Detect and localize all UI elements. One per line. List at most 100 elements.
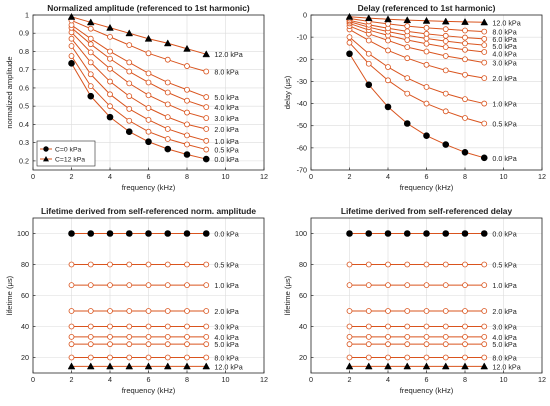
data-point-filled [68,60,75,67]
series-0-5-kPa: 0.5 kPa [346,261,517,270]
data-point [145,105,152,111]
data-point [462,308,468,314]
data-point [462,115,468,121]
data-point [404,323,411,330]
data-point [184,308,190,314]
data-point-triangle [144,34,153,42]
y-tick-label: 0 [303,11,307,20]
data-point [404,44,411,51]
data-point [385,261,391,268]
data-point [184,109,190,116]
series-4-0-kPa: 4.0 kPa [346,333,517,342]
data-point [107,341,113,348]
data-point [423,354,430,361]
x-tick-label: 12 [260,172,268,181]
series-label: 3.0 kPa [492,323,516,332]
y-tick-label: -50 [297,121,307,130]
data-point-triangle [183,44,191,52]
series-label: 2.0 kPa [214,125,238,134]
series-line [349,16,485,23]
data-point [442,323,449,330]
data-point-filled [68,230,75,237]
data-point [462,56,468,63]
data-point-triangle [67,12,76,20]
y-tick-label: 80 [299,260,307,269]
series-label: 3.0 kPa [214,114,238,123]
data-point-filled [384,103,392,111]
data-point [423,24,430,31]
data-point [442,341,449,348]
y-tick-label: -20 [297,55,307,64]
data-point [462,71,468,78]
x-axis-label: frequency (kHz) [122,386,176,395]
series-label: 6.0 kPa [492,35,516,44]
y-tick-label: 100 [295,229,307,238]
data-point-filled [461,148,469,156]
y-tick-label: 60 [299,291,307,300]
data-point [423,341,430,348]
x-tick-label: 0 [31,172,35,181]
data-point [164,282,171,289]
data-point [87,341,94,348]
series-line [71,55,207,151]
data-point [423,84,430,90]
series-line [71,31,207,119]
data-point [442,67,449,74]
y-tick-label: 40 [299,322,307,331]
series-label: 5.0 kPa [492,42,516,51]
y-tick-label: -70 [297,166,307,175]
data-point [126,59,133,66]
data-point [423,261,430,268]
y-tick-label: 0.5 [19,102,29,111]
x-tick-label: 8 [185,172,189,181]
y-tick-label: 80 [21,260,29,269]
y-axis-label: delay (μs) [283,75,292,109]
data-point [423,323,430,330]
data-point-triangle [403,362,412,370]
data-point [481,28,488,35]
data-point [68,35,75,42]
data-point-filled [125,230,133,237]
data-point [442,333,449,340]
data-point [481,282,488,289]
data-point [68,282,75,289]
data-point-triangle [364,14,373,22]
y-axis-label: lifetime (μs) [5,275,14,315]
data-point [107,323,113,330]
x-tick-label: 0 [309,172,313,181]
x-tick-label: 4 [386,172,390,181]
data-point-filled [145,138,152,146]
series-4-0-kPa: 4.0 kPa [68,24,239,112]
data-point [68,53,75,59]
data-point [346,34,353,41]
data-point [107,261,113,268]
data-point [346,308,353,314]
data-point [164,79,171,86]
data-point-triangle [441,362,450,370]
series-label: 3.0 kPa [214,323,238,332]
data-point-filled [125,128,133,136]
data-point-filled [442,141,450,148]
data-point [462,282,468,289]
data-point-filled [480,154,488,162]
data-point-filled [183,230,191,237]
data-point [164,354,171,361]
series-line [349,18,485,33]
x-tick-label: 8 [463,172,467,181]
data-point [404,308,411,314]
data-point [481,341,488,348]
x-tick-label: 10 [500,375,508,384]
y-tick-label: 0.3 [19,138,29,147]
x-tick-label: 12 [260,375,268,384]
data-point [203,333,210,340]
data-point [145,323,152,330]
data-point [365,341,372,348]
data-point [145,341,152,348]
x-tick-label: 2 [70,172,74,181]
series-line [349,22,485,53]
legend-label: C=12 kPa [55,157,85,164]
data-point-filled [423,132,430,139]
data-point [462,34,468,41]
data-point [87,323,94,330]
x-tick-label: 4 [386,375,390,384]
